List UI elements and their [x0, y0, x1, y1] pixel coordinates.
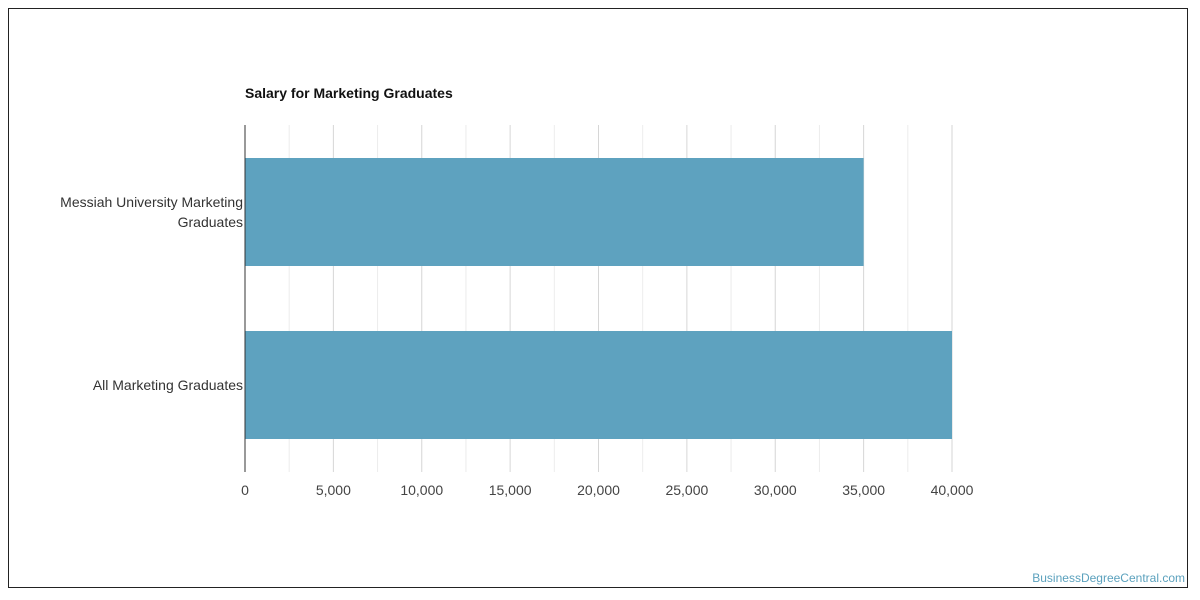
x-tick-label: 15,000 — [489, 482, 532, 498]
category-label-all: All Marketing Graduates — [92, 377, 243, 393]
bar-0 — [245, 158, 864, 266]
x-tick-label: 35,000 — [842, 482, 885, 498]
x-tick-label: 30,000 — [754, 482, 797, 498]
x-tick-label: 0 — [241, 482, 249, 498]
x-tick-label: 40,000 — [931, 482, 974, 498]
bar-1 — [245, 331, 952, 439]
watermark-link[interactable]: BusinessDegreeCentral.com — [1032, 571, 1185, 585]
chart-title: Salary for Marketing Graduates — [245, 85, 453, 101]
x-tick-label: 10,000 — [400, 482, 443, 498]
x-tick-label: 25,000 — [665, 482, 708, 498]
category-label-messiah: Messiah University Marketing Graduates — [60, 194, 243, 230]
x-tick-label: 20,000 — [577, 482, 620, 498]
x-tick-label: 5,000 — [316, 482, 351, 498]
